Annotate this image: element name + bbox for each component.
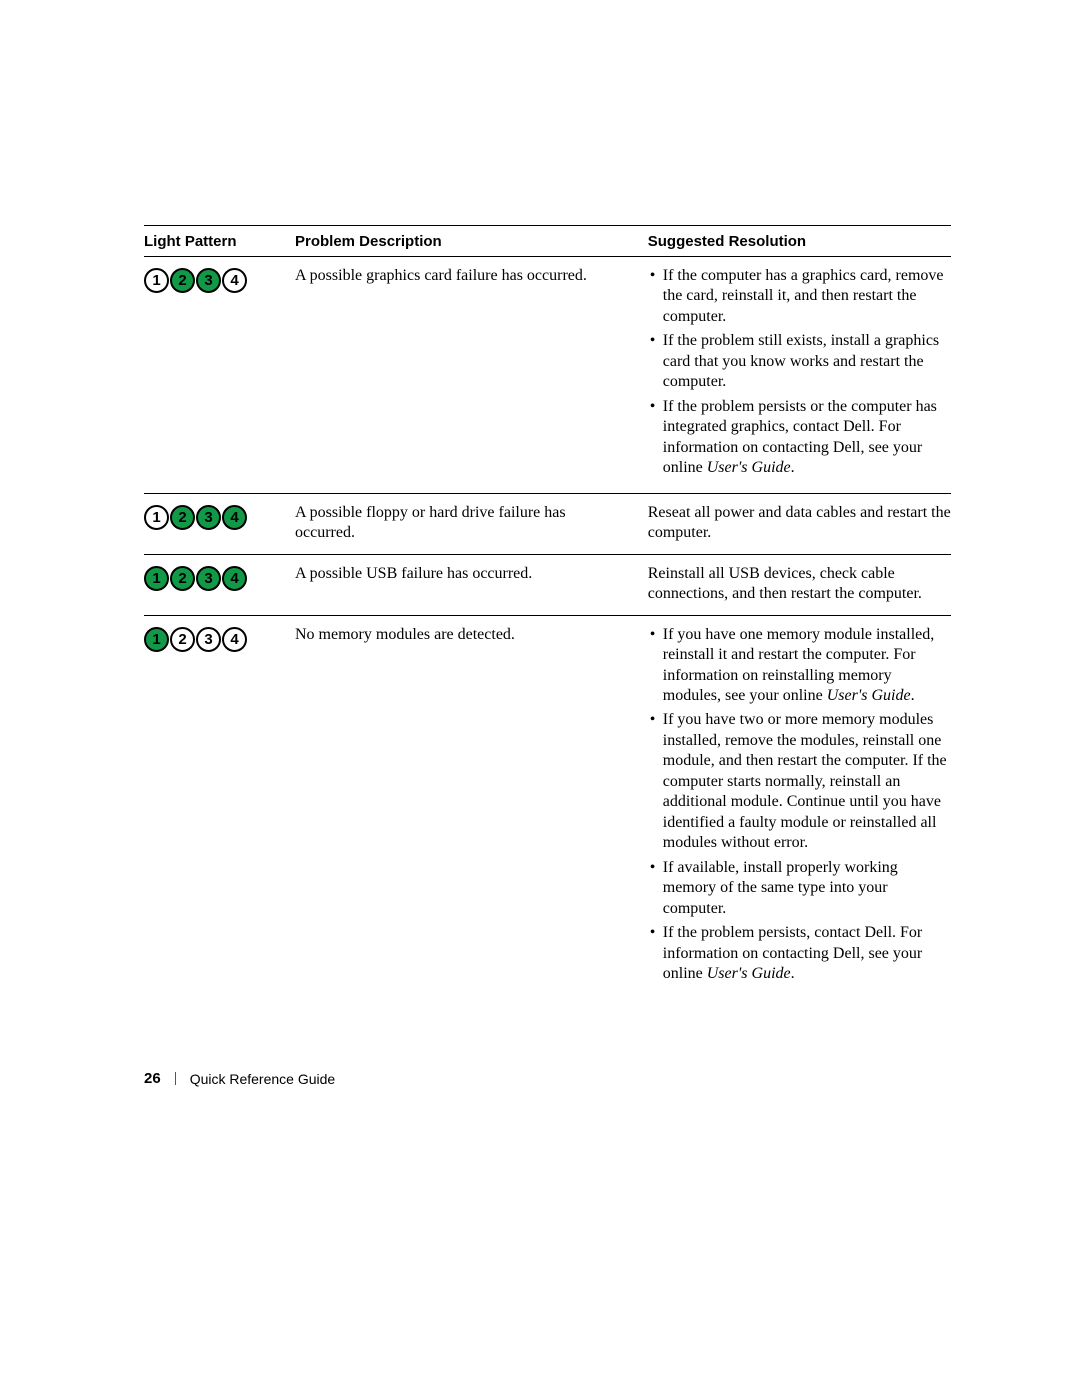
problem-text: No memory modules are detected. [295, 626, 515, 643]
diagnostic-light-4-icon: 4 [222, 505, 247, 530]
diagnostic-light-2-icon: 2 [170, 627, 195, 652]
list-item: If you have two or more memory modules i… [648, 710, 951, 853]
problem-description-cell: A possible floppy or hard drive failure … [295, 493, 648, 554]
resolution-italic: User's Guide [827, 687, 911, 704]
list-item: If the problem persists, contact Dell. F… [648, 923, 951, 984]
light-pattern-icon: 1 2 3 4 [144, 627, 287, 652]
header-light-pattern: Light Pattern [144, 226, 295, 257]
diagnostic-light-2-icon: 2 [170, 566, 195, 591]
light-pattern-icon: 1 2 3 4 [144, 505, 287, 530]
page-footer: 26 Quick Reference Guide [144, 1070, 335, 1087]
table-row: 1 2 3 4 A possible graphics card failure… [144, 257, 951, 494]
light-pattern-cell: 1 2 3 4 [144, 554, 295, 615]
problem-description-cell: A possible USB failure has occurred. [295, 554, 648, 615]
diagnostic-light-4-icon: 4 [222, 566, 247, 591]
problem-description-cell: No memory modules are detected. [295, 615, 648, 998]
light-pattern-cell: 1 2 3 4 [144, 493, 295, 554]
table-row: 1 2 3 4 A possible floppy or hard drive … [144, 493, 951, 554]
problem-text: A possible graphics card failure has occ… [295, 267, 587, 284]
table-row: 1 2 3 4 A possible USB failure has occur… [144, 554, 951, 615]
resolution-italic: User's Guide [707, 965, 791, 982]
resolution-text: If the problem still exists, install a g… [663, 332, 939, 390]
header-suggested-resolution: Suggested Resolution [648, 226, 951, 257]
resolution-text: If the problem persists or the computer … [663, 398, 937, 476]
list-item: If available, install properly working m… [648, 858, 951, 919]
resolution-text: Reinstall all USB devices, check cable c… [648, 565, 922, 602]
resolution-post: . [791, 965, 795, 982]
diagnostic-light-1-icon: 1 [144, 627, 169, 652]
diagnostic-light-3-icon: 3 [196, 505, 221, 530]
diagnostic-light-3-icon: 3 [196, 268, 221, 293]
diagnostic-light-1-icon: 1 [144, 268, 169, 293]
guide-name: Quick Reference Guide [190, 1071, 336, 1087]
header-problem-description: Problem Description [295, 226, 648, 257]
resolution-text: If available, install properly working m… [663, 859, 898, 917]
resolution-cell: Reseat all power and data cables and res… [648, 493, 951, 554]
resolution-text: If the computer has a graphics card, rem… [663, 267, 944, 325]
list-item: If the computer has a graphics card, rem… [648, 266, 951, 327]
diagnostic-light-3-icon: 3 [196, 627, 221, 652]
problem-text: A possible floppy or hard drive failure … [295, 504, 566, 541]
page-number: 26 [144, 1070, 161, 1087]
light-pattern-cell: 1 2 3 4 [144, 615, 295, 998]
footer-divider-icon [175, 1072, 176, 1085]
problem-text: A possible USB failure has occurred. [295, 565, 532, 582]
resolution-cell: Reinstall all USB devices, check cable c… [648, 554, 951, 615]
diagnostic-light-1-icon: 1 [144, 505, 169, 530]
resolution-cell: If the computer has a graphics card, rem… [648, 257, 951, 494]
diagnostic-light-3-icon: 3 [196, 566, 221, 591]
list-item: If the problem persists or the computer … [648, 397, 951, 479]
diagnostic-light-1-icon: 1 [144, 566, 169, 591]
diagnostic-light-2-icon: 2 [170, 505, 195, 530]
list-item: If the problem still exists, install a g… [648, 331, 951, 392]
resolution-text: Reseat all power and data cables and res… [648, 504, 951, 541]
list-item: If you have one memory module installed,… [648, 625, 951, 707]
table-header-row: Light Pattern Problem Description Sugges… [144, 226, 951, 257]
light-pattern-icon: 1 2 3 4 [144, 268, 287, 293]
resolution-cell: If you have one memory module installed,… [648, 615, 951, 998]
problem-description-cell: A possible graphics card failure has occ… [295, 257, 648, 494]
diagnostic-light-2-icon: 2 [170, 268, 195, 293]
diagnostics-table: Light Pattern Problem Description Sugges… [144, 225, 951, 999]
resolution-italic: User's Guide [707, 459, 791, 476]
light-pattern-cell: 1 2 3 4 [144, 257, 295, 494]
diagnostic-light-4-icon: 4 [222, 268, 247, 293]
resolution-post: . [911, 687, 915, 704]
resolution-list: If the computer has a graphics card, rem… [648, 266, 951, 479]
light-pattern-icon: 1 2 3 4 [144, 566, 287, 591]
resolution-list: If you have one memory module installed,… [648, 625, 951, 985]
table-body: 1 2 3 4 A possible graphics card failure… [144, 257, 951, 999]
diagnostic-light-4-icon: 4 [222, 627, 247, 652]
resolution-text: If you have two or more memory modules i… [663, 711, 947, 851]
table-row: 1 2 3 4 No memory modules are detected. … [144, 615, 951, 998]
document-page: Light Pattern Problem Description Sugges… [0, 0, 1080, 1397]
resolution-post: . [791, 459, 795, 476]
